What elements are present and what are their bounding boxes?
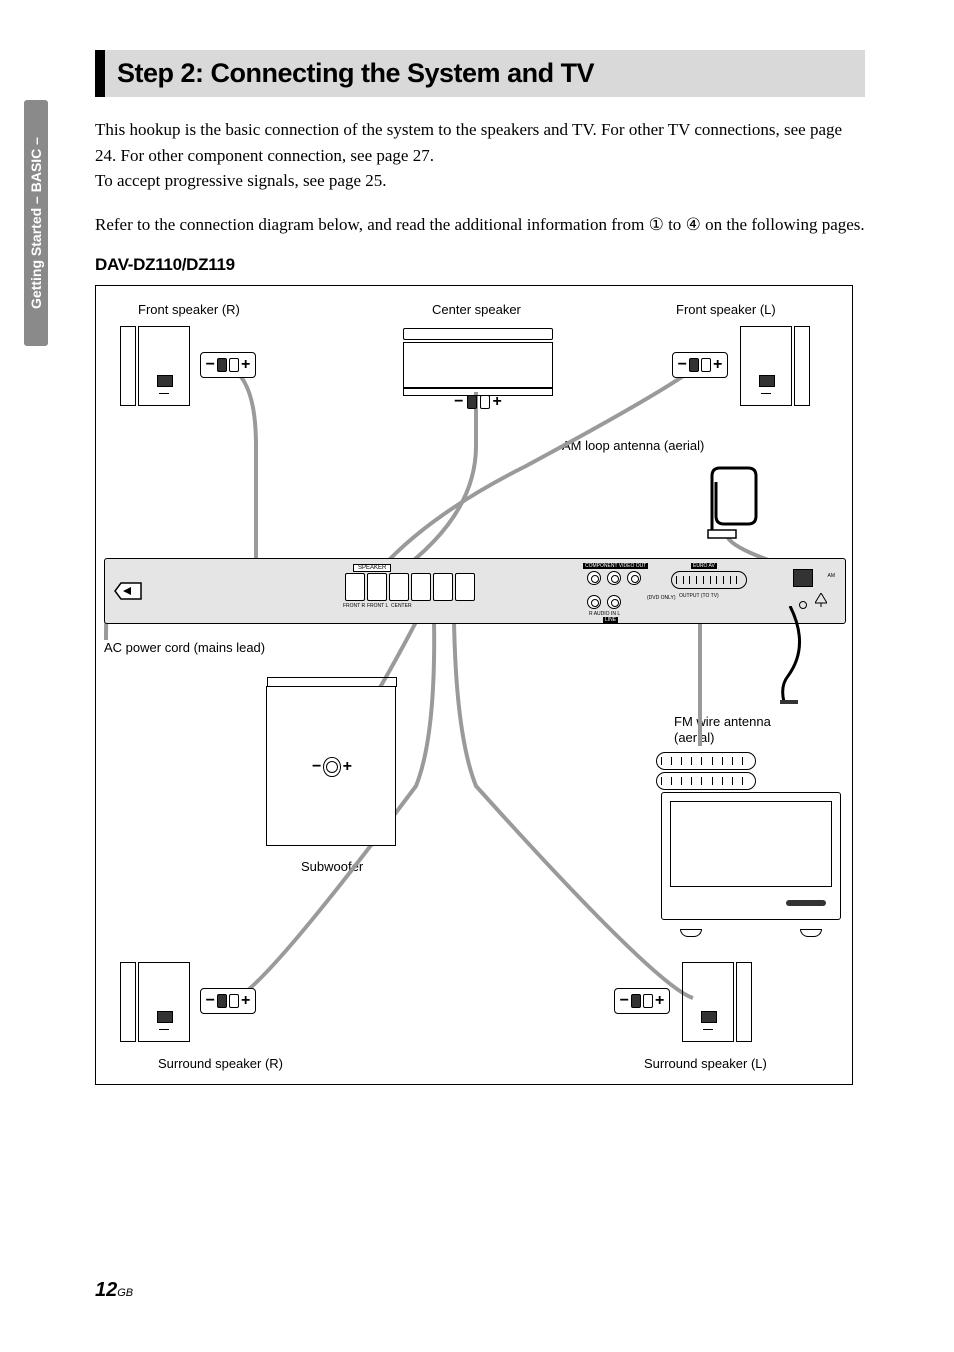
page-title: Step 2: Connecting the System and TV <box>117 58 853 89</box>
intro-paragraph: This hookup is the basic connection of t… <box>95 117 865 194</box>
side-section-tab: Getting Started – BASIC – <box>24 100 48 346</box>
title-bar: Step 2: Connecting the System and TV <box>95 50 865 97</box>
model-heading: DAV-DZ110/DZ119 <box>95 255 865 275</box>
component-out-label: COMPONENT VIDEO OUT <box>583 563 648 569</box>
speaker-section-label: SPEAKER <box>353 564 391 572</box>
am-loop-antenna-icon <box>704 464 764 540</box>
center-speaker: − + <box>403 328 553 394</box>
refer-paragraph: Refer to the connection diagram below, a… <box>95 212 865 238</box>
fm-wire-antenna-icon <box>780 606 816 706</box>
euroav-label: EURO AV <box>691 563 717 569</box>
ac-inlet-icon <box>113 579 143 603</box>
scart-out <box>671 571 747 589</box>
tv-icon <box>661 792 841 920</box>
connection-diagram: Front speaker (R) Center speaker Front s… <box>95 285 853 1085</box>
tv-scart-input <box>656 752 766 780</box>
subwoofer: − + <box>266 686 396 846</box>
side-section-text: Getting Started – BASIC – <box>28 137 44 309</box>
page-content: Step 2: Connecting the System and TV Thi… <box>95 50 865 1085</box>
circled-1-icon: ① <box>649 215 664 234</box>
main-unit: SPEAKER FRONT R FRONT L CENTER COMPONENT… <box>104 558 846 624</box>
page-number: 12GB <box>95 1279 133 1302</box>
circled-4-icon: ④ <box>686 215 701 234</box>
